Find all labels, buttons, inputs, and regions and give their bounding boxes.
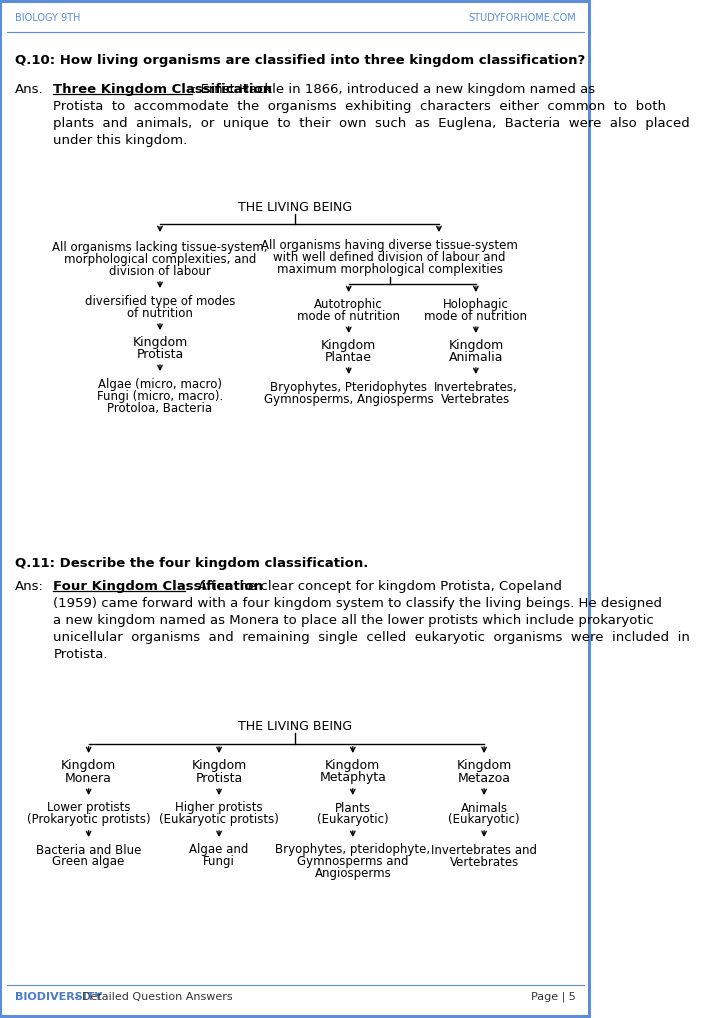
Text: Q.10: How living organisms are classified into three kingdom classification?: Q.10: How living organisms are classifie… (15, 54, 585, 66)
Text: Fungi (micro, macro).: Fungi (micro, macro). (97, 390, 223, 402)
Text: :  After the clear concept for kingdom Protista, Copeland: : After the clear concept for kingdom Pr… (185, 580, 562, 593)
Text: Animals: Animals (461, 801, 508, 814)
Text: Bacteria and Blue: Bacteria and Blue (36, 844, 141, 856)
Text: Gymnosperms, Angiosperms: Gymnosperms, Angiosperms (264, 393, 433, 405)
Text: Kingdom: Kingdom (321, 339, 377, 351)
Text: Kingdom: Kingdom (132, 336, 188, 348)
Text: home: home (233, 415, 423, 545)
Text: Bryophytes, pteridophyte,: Bryophytes, pteridophyte, (275, 844, 431, 856)
Text: mode of nutrition: mode of nutrition (424, 309, 527, 323)
Text: Protista  to  accommodate  the  organisms  exhibiting  characters  either  commo: Protista to accommodate the organisms ex… (53, 100, 666, 113)
Text: Vertebrates: Vertebrates (441, 393, 510, 405)
Text: Q.11: Describe the four kingdom classification.: Q.11: Describe the four kingdom classifi… (15, 557, 368, 569)
Text: THE LIVING BEING: THE LIVING BEING (238, 201, 352, 214)
Text: Plants: Plants (335, 801, 371, 814)
Text: Bryophytes, Pteridophytes: Bryophytes, Pteridophytes (270, 381, 427, 394)
Text: Higher protists: Higher protists (175, 801, 263, 814)
Text: with well defined division of labour and: with well defined division of labour and (274, 250, 506, 264)
Text: STUDYFORHOME.COM: STUDYFORHOME.COM (468, 13, 576, 23)
Text: of nutrition: of nutrition (127, 306, 193, 320)
Text: Monera: Monera (66, 772, 112, 785)
Text: a new kingdom named as Monera to place all the lower protists which include prok: a new kingdom named as Monera to place a… (53, 614, 654, 627)
Text: Green algae: Green algae (53, 855, 125, 868)
Text: Invertebrates and: Invertebrates and (431, 844, 537, 856)
Text: (Eukaryotic): (Eukaryotic) (317, 813, 389, 827)
Text: BIODIVERSITY: BIODIVERSITY (15, 992, 102, 1002)
Text: Metazoa: Metazoa (458, 772, 510, 785)
Text: Gymnosperms and: Gymnosperms and (297, 855, 408, 868)
Text: Invertebrates,: Invertebrates, (434, 381, 518, 394)
Text: Metaphyta: Metaphyta (320, 772, 386, 785)
Text: (Prokaryotic protists): (Prokaryotic protists) (27, 813, 150, 827)
Text: Algae (micro, macro): Algae (micro, macro) (98, 378, 222, 391)
Text: Vertebrates: Vertebrates (449, 855, 518, 868)
Text: Page | 5: Page | 5 (531, 992, 576, 1003)
Text: Four Kingdom Classification: Four Kingdom Classification (53, 580, 264, 593)
Text: Lower protists: Lower protists (47, 801, 130, 814)
Text: under this kingdom.: under this kingdom. (53, 134, 188, 147)
Text: home: home (153, 777, 323, 894)
Text: Holophagic: Holophagic (443, 297, 509, 310)
Text: Protista.: Protista. (53, 648, 108, 661)
Text: Protista: Protista (195, 772, 243, 785)
Text: Kingdom: Kingdom (325, 759, 380, 773)
Text: Protista: Protista (136, 347, 184, 360)
Text: THE LIVING BEING: THE LIVING BEING (238, 720, 352, 733)
Text: Autotrophic: Autotrophic (315, 297, 383, 310)
Text: plants  and  animals,  or  unique  to  their  own  such  as  Euglena,  Bacteria : plants and animals, or unique to their o… (53, 117, 690, 130)
Text: Fungi: Fungi (203, 855, 235, 868)
Text: All organisms lacking tissue-system,: All organisms lacking tissue-system, (53, 240, 268, 253)
Text: (Eukaryotic protists): (Eukaryotic protists) (159, 813, 279, 827)
Text: Algae and: Algae and (189, 844, 248, 856)
Text: .com: .com (204, 828, 338, 922)
Text: .com: .com (286, 471, 436, 578)
Text: Studyfor: Studyfor (130, 344, 413, 516)
Text: Kingdom: Kingdom (456, 759, 512, 773)
Text: Plantae: Plantae (325, 350, 372, 363)
Text: Kingdom: Kingdom (192, 759, 247, 773)
Text: Animalia: Animalia (449, 350, 503, 363)
Text: unicellular  organisms  and  remaining  single  celled  eukaryotic  organisms  w: unicellular organisms and remaining sing… (53, 631, 690, 644)
Text: diversified type of modes: diversified type of modes (85, 294, 235, 307)
Text: Ans.: Ans. (15, 83, 43, 96)
Text: BIOLOGY 9TH: BIOLOGY 9TH (15, 13, 80, 23)
FancyBboxPatch shape (2, 3, 588, 1015)
Text: morphological complexities, and: morphological complexities, and (64, 252, 256, 266)
Text: maximum morphological complexities: maximum morphological complexities (276, 263, 503, 276)
Text: Angiosperms: Angiosperms (315, 867, 391, 881)
Text: Kingdom: Kingdom (449, 339, 503, 351)
Text: - Detailed Question Answers: - Detailed Question Answers (71, 992, 233, 1002)
Text: All organisms having diverse tissue-system: All organisms having diverse tissue-syst… (261, 238, 518, 251)
Text: Three Kingdom Classification: Three Kingdom Classification (53, 83, 272, 96)
Text: division of labour: division of labour (109, 265, 211, 278)
Text: (Eukaryotic): (Eukaryotic) (449, 813, 520, 827)
Text: Studyfor: Studyfor (53, 712, 308, 868)
Text: Ans:: Ans: (15, 580, 44, 593)
Text: (1959) came forward with a four kingdom system to classify the living beings. He: (1959) came forward with a four kingdom … (53, 597, 662, 610)
Text: : Ernst Hackle in 1866, introduced a new kingdom named as: : Ernst Hackle in 1866, introduced a new… (192, 83, 595, 96)
Text: mode of nutrition: mode of nutrition (297, 309, 400, 323)
Text: Protoloa, Bacteria: Protoloa, Bacteria (107, 401, 212, 414)
Text: Kingdom: Kingdom (61, 759, 116, 773)
